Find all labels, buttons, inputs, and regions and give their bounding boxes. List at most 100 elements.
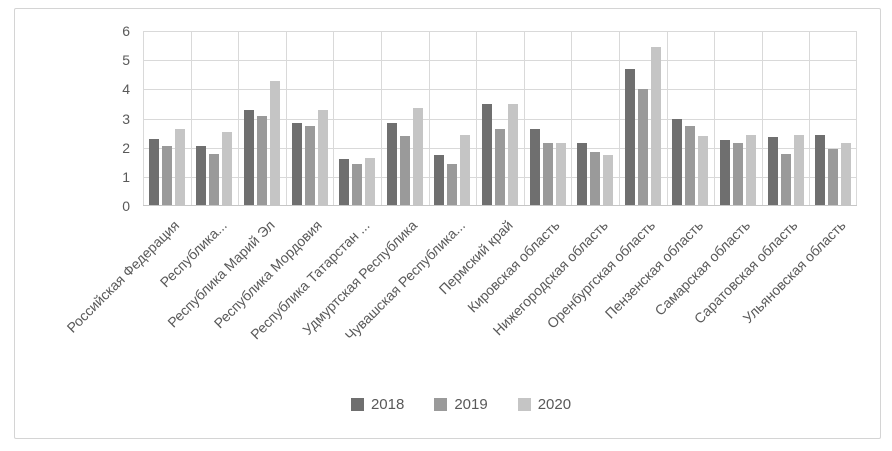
bar-2018	[624, 68, 635, 206]
vertical-gridline	[761, 31, 763, 206]
bar-2018	[291, 122, 302, 206]
legend-item-2019: 2019	[434, 396, 488, 413]
vertical-gridline	[714, 31, 716, 206]
horizontal-gridline	[143, 31, 857, 32]
bar-2020	[507, 103, 518, 206]
bar-2020	[460, 134, 471, 206]
legend-label: 2019	[454, 396, 488, 413]
bar-2019	[780, 153, 791, 206]
bar-group	[191, 31, 239, 206]
bar-2019	[447, 163, 458, 206]
vertical-gridline	[381, 31, 382, 206]
bar-2018	[339, 159, 350, 206]
bar-group	[524, 31, 572, 206]
bar-2018	[577, 143, 588, 206]
legend-label: 2020	[537, 396, 572, 413]
chart-legend: 2018 2019 2020	[0, 396, 892, 413]
y-tick-label: 4	[122, 81, 130, 98]
bar-group	[809, 31, 857, 206]
bar-2018	[434, 154, 445, 206]
vertical-gridline	[190, 31, 192, 206]
bar-2020	[650, 47, 661, 206]
x-axis-line	[143, 205, 857, 206]
x-category-label: Кировская область	[464, 217, 563, 316]
bar-2018	[148, 138, 159, 206]
vertical-gridline	[571, 31, 573, 206]
bar-2019	[732, 143, 743, 206]
bar-group	[667, 31, 715, 206]
y-tick-label: 0	[122, 198, 130, 214]
bar-group	[286, 31, 334, 206]
vertical-gridline	[666, 31, 668, 206]
bar-2020	[745, 134, 756, 206]
vertical-gridline	[428, 31, 430, 206]
y-tick-label: 1	[122, 168, 130, 185]
bar-2018	[767, 137, 778, 206]
bar-2020	[555, 143, 566, 206]
bar-group	[619, 31, 667, 206]
bar-2018	[719, 140, 730, 206]
bar-2018	[196, 146, 207, 206]
vertical-gridline	[619, 31, 620, 206]
bar-2020	[841, 143, 852, 206]
vertical-gridline	[333, 31, 335, 206]
bar-group	[714, 31, 762, 206]
vertical-gridline	[476, 31, 478, 206]
bar-2020	[174, 128, 185, 206]
chart-frame-border	[14, 8, 881, 439]
bar-2018	[529, 128, 540, 206]
bar-2019	[590, 152, 601, 206]
bar-group	[143, 31, 191, 206]
bar-2019	[304, 125, 315, 206]
bar-2020	[603, 154, 614, 206]
bar-2019	[209, 153, 220, 206]
vertical-gridline	[238, 31, 240, 206]
bar-group	[429, 31, 477, 206]
bar-2018	[386, 122, 397, 206]
legend-marker-2018	[350, 398, 364, 411]
bar-2019	[352, 163, 363, 206]
bar-group	[238, 31, 286, 206]
legend-marker-2020	[517, 398, 531, 411]
bar-2020	[698, 136, 709, 206]
bar-2020	[793, 134, 804, 206]
vertical-gridline	[809, 31, 811, 206]
bar-2019	[637, 89, 648, 206]
bar-2019	[256, 115, 267, 206]
bar-2019	[399, 136, 410, 206]
bar-2018	[815, 134, 826, 206]
bar-group	[333, 31, 381, 206]
horizontal-gridline	[143, 60, 857, 62]
legend-item-2020: 2020	[517, 396, 572, 413]
bar-2020	[269, 80, 280, 206]
bar-2020	[365, 157, 376, 206]
y-tick-label: 6	[122, 23, 130, 39]
bar-2018	[481, 103, 492, 206]
y-tick-label: 2	[122, 139, 130, 156]
bar-2018	[672, 118, 683, 206]
y-tick-label: 5	[122, 52, 130, 69]
horizontal-gridline	[143, 89, 857, 91]
bar-2019	[828, 149, 839, 206]
bar-2019	[685, 125, 696, 206]
vertical-gridline	[856, 31, 857, 206]
vertical-gridline	[143, 31, 144, 206]
horizontal-gridline	[143, 118, 857, 120]
bar-2019	[494, 128, 505, 206]
plot-area	[143, 31, 857, 206]
vertical-gridline	[523, 31, 525, 206]
bar-2020	[317, 109, 328, 206]
legend-label: 2018	[370, 396, 405, 413]
bar-group	[762, 31, 810, 206]
bar-group	[381, 31, 429, 206]
bar-2019	[542, 143, 553, 206]
legend-item-2018: 2018	[350, 396, 405, 413]
legend-marker-2019	[434, 398, 448, 411]
y-tick-label: 3	[122, 110, 130, 127]
bar-group	[476, 31, 524, 206]
bar-2018	[243, 109, 254, 206]
bar-2020	[412, 108, 423, 206]
bar-group	[571, 31, 619, 206]
